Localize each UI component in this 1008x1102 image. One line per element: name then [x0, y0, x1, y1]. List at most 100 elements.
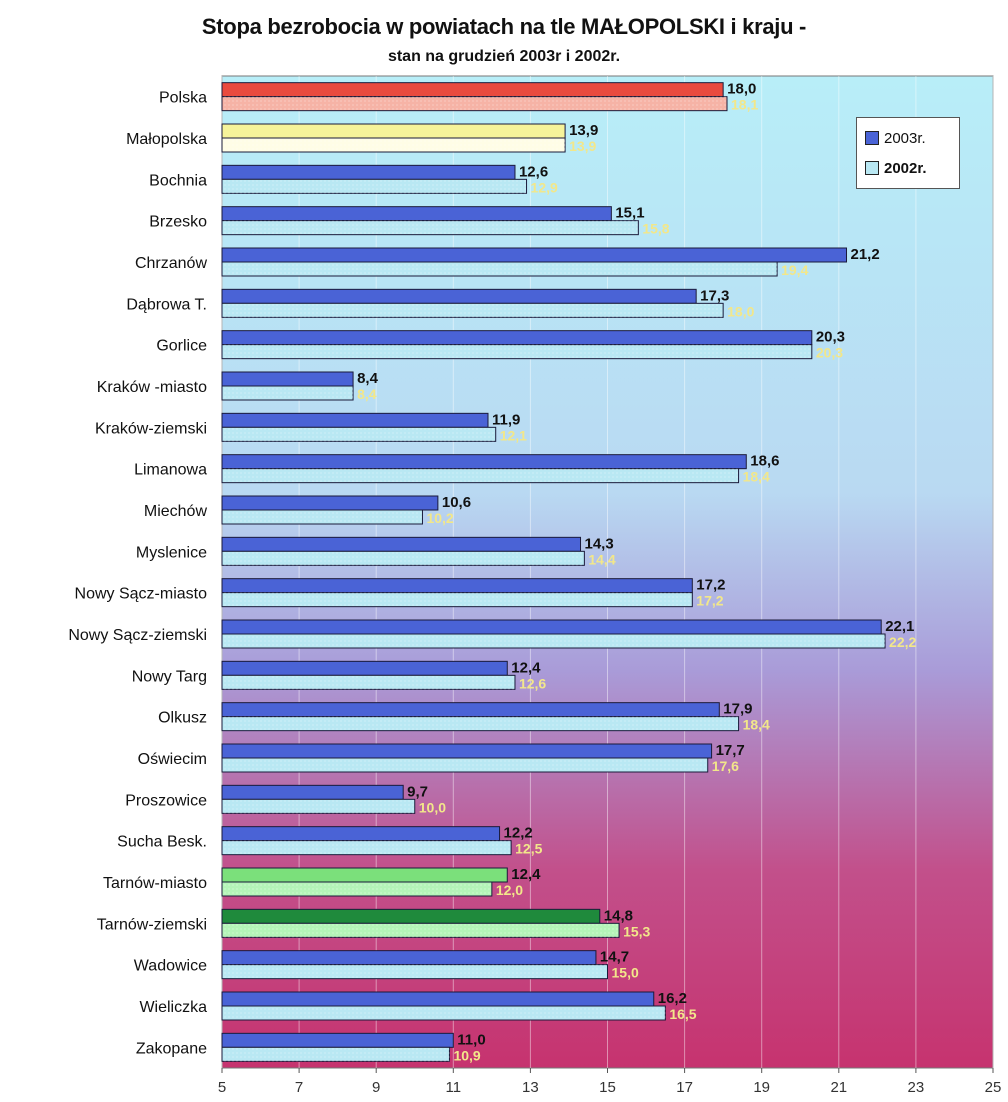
bar-2002-texture: [222, 882, 492, 896]
bar-2003: [221, 164, 516, 180]
value-label-2002: 22,2: [889, 634, 916, 650]
bar-2003: [221, 82, 724, 98]
bar-2003: [221, 867, 508, 883]
category-label: Brzesko: [149, 214, 207, 231]
value-label-2002: 10,9: [453, 1047, 480, 1063]
legend-item-2003: 2003r.: [865, 128, 926, 148]
value-label-2003: 17,3: [700, 287, 729, 304]
value-label-2003: 13,9: [569, 122, 598, 139]
category-label: Miechów: [144, 503, 208, 520]
value-label-2003: 14,3: [585, 535, 614, 552]
bar-2003: [221, 412, 489, 428]
value-label-2002: 18,4: [743, 717, 770, 733]
bar-2002-texture: [222, 179, 527, 194]
x-tick-label: 19: [753, 1079, 770, 1096]
bar-2003: [221, 371, 354, 387]
value-label-2003: 11,0: [457, 1031, 485, 1048]
value-label-2003: 12,4: [511, 659, 541, 676]
category-label: Dąbrowa T.: [126, 296, 207, 313]
value-label-2003: 18,6: [750, 453, 779, 470]
value-label-2002: 19,4: [781, 262, 808, 278]
category-label: Olkusz: [158, 710, 207, 727]
chart-subtitle: stan na grudzień 2003r i 2002r.: [387, 48, 621, 65]
bar-2003: [221, 743, 713, 759]
bar-2003: [221, 206, 612, 222]
category-label: Nowy Targ: [132, 668, 207, 685]
value-label-2003: 8,4: [357, 370, 379, 387]
bar-2002-texture: [222, 386, 354, 400]
bar-2003: [221, 536, 582, 552]
x-tick-label: 11: [446, 1079, 462, 1096]
value-label-2003: 14,8: [604, 907, 633, 924]
bar-2003: [221, 1032, 454, 1048]
category-label: Proszowice: [125, 792, 207, 809]
category-label: Myslenice: [136, 544, 207, 561]
x-tick-label: 25: [985, 1079, 1002, 1096]
value-label-2002: 12,9: [531, 179, 558, 195]
value-label-2002: 12,6: [519, 675, 546, 691]
legend-item-2002: 2002r.: [865, 158, 927, 178]
value-label-2003: 16,2: [658, 990, 687, 1007]
bar-2003: [221, 578, 693, 594]
value-label-2002: 15,8: [642, 221, 669, 237]
value-label-2002: 18,4: [743, 469, 770, 485]
bar-2002-texture: [222, 303, 724, 318]
value-label-2002: 8,4: [357, 386, 377, 402]
bar-2003: [221, 454, 747, 470]
value-label-2002: 18,1: [731, 97, 758, 113]
category-label: Tarnów-miasto: [103, 875, 207, 892]
bar-2002-texture: [222, 758, 708, 772]
bar-2003: [221, 908, 601, 924]
value-label-2003: 20,3: [816, 329, 845, 346]
value-label-2002: 10,0: [419, 799, 446, 815]
value-label-2003: 12,2: [504, 825, 533, 842]
value-label-2003: 15,1: [615, 205, 644, 222]
category-label: Oświecim: [138, 751, 207, 768]
bar-2003: [221, 702, 720, 718]
value-label-2003: 17,2: [696, 577, 725, 594]
bar-2003: [221, 330, 813, 346]
bar-2002-texture: [222, 840, 512, 855]
x-tick-label: 23: [908, 1079, 925, 1096]
value-label-2002: 17,2: [696, 593, 723, 609]
value-label-2002: 12,5: [515, 841, 542, 857]
category-label: Kraków -miasto: [97, 379, 207, 396]
legend: 2003r. 2002r.: [856, 117, 960, 189]
x-tick-label: 21: [830, 1079, 847, 1096]
value-label-2002: 15,0: [612, 965, 639, 981]
legend-label-2003: 2003r.: [884, 129, 926, 147]
bar-2002-texture: [222, 96, 728, 111]
category-label: Nowy Sącz-ziemski: [68, 627, 207, 644]
x-tick-label: 17: [676, 1079, 693, 1096]
x-tick-label: 9: [372, 1079, 380, 1096]
bar-2002-texture: [222, 1006, 666, 1020]
value-label-2002: 12,0: [496, 882, 523, 898]
bar-2003: [221, 660, 508, 676]
x-tick-label: 13: [522, 1079, 539, 1096]
category-label: Sucha Besk.: [117, 834, 207, 851]
legend-swatch-2002: [865, 161, 879, 175]
category-label: Kraków-ziemski: [95, 420, 207, 437]
bar-2002-texture: [222, 592, 693, 607]
category-label: Wadowice: [134, 958, 207, 975]
value-label-2002: 12,1: [500, 427, 527, 443]
value-label-2003: 14,7: [600, 949, 629, 966]
value-label-2003: 22,1: [885, 618, 914, 635]
x-tick-label: 7: [295, 1079, 303, 1096]
category-label: Tarnów-ziemski: [97, 916, 207, 933]
category-label: Wieliczka: [139, 999, 207, 1016]
bar-2002-texture: [222, 344, 812, 359]
x-tick-label: 5: [218, 1079, 226, 1096]
bar-2003: [221, 991, 655, 1007]
value-label-2002: 10,2: [426, 510, 453, 526]
category-label: Nowy Sącz-miasto: [75, 586, 208, 603]
bar-2003: [221, 288, 697, 304]
bar-2002-texture: [222, 964, 608, 979]
bar-2003: [221, 247, 848, 263]
value-label-2002: 18,0: [727, 303, 754, 319]
category-label: Małopolska: [126, 131, 207, 148]
category-label: Limanowa: [134, 462, 207, 479]
value-label-2002: 20,3: [816, 345, 843, 361]
bar-2003: [221, 495, 439, 511]
